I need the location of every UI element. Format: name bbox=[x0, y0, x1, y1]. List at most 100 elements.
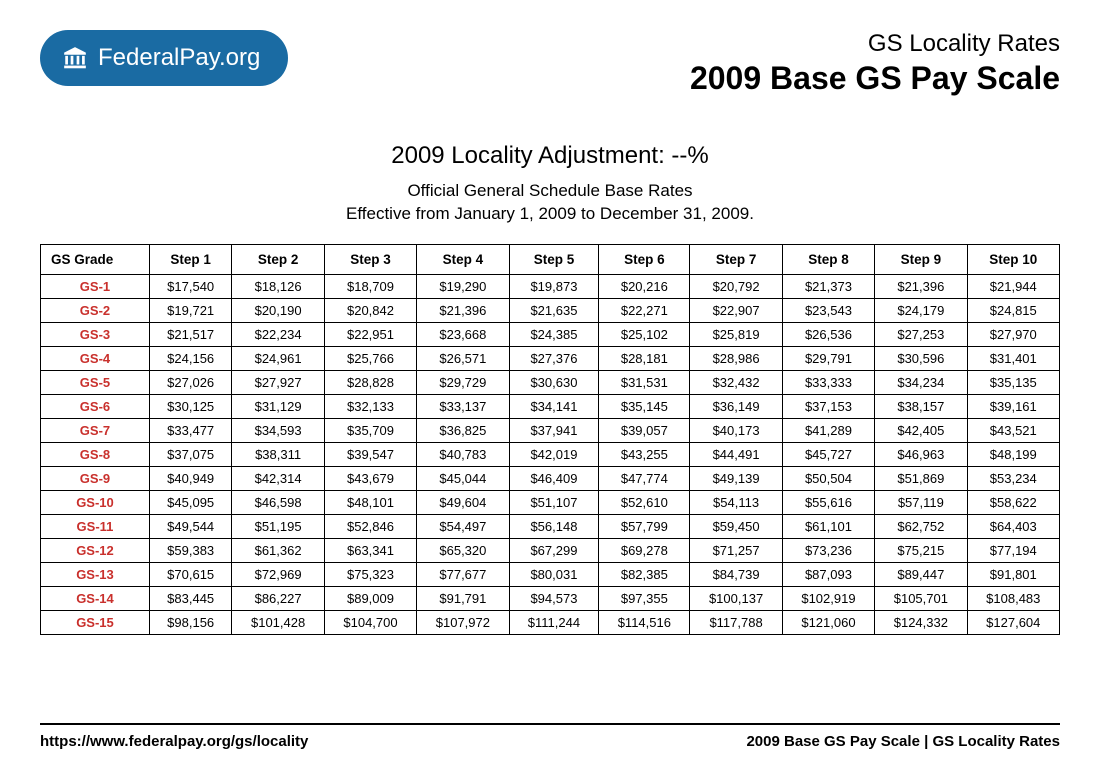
grade-cell: GS-12 bbox=[41, 538, 150, 562]
pay-cell: $114,516 bbox=[599, 610, 690, 634]
col-step-9: Step 9 bbox=[875, 244, 967, 274]
pay-cell: $40,783 bbox=[417, 442, 509, 466]
pay-cell: $84,739 bbox=[690, 562, 782, 586]
pay-cell: $34,234 bbox=[875, 370, 967, 394]
pay-cell: $42,314 bbox=[232, 466, 324, 490]
pay-cell: $58,622 bbox=[967, 490, 1059, 514]
pay-cell: $49,139 bbox=[690, 466, 782, 490]
pay-cell: $47,774 bbox=[599, 466, 690, 490]
pay-cell: $19,290 bbox=[417, 274, 509, 298]
pay-cell: $34,593 bbox=[232, 418, 324, 442]
pay-cell: $43,255 bbox=[599, 442, 690, 466]
pay-cell: $61,101 bbox=[782, 514, 874, 538]
pay-cell: $22,951 bbox=[324, 322, 416, 346]
pay-cell: $57,119 bbox=[875, 490, 967, 514]
header-title: 2009 Base GS Pay Scale bbox=[690, 60, 1060, 97]
pay-cell: $45,095 bbox=[149, 490, 231, 514]
pay-cell: $30,596 bbox=[875, 346, 967, 370]
grade-cell: GS-9 bbox=[41, 466, 150, 490]
subtitle-block: 2009 Locality Adjustment: --% Official G… bbox=[40, 142, 1060, 226]
pay-cell: $35,709 bbox=[324, 418, 416, 442]
header-row: GS GradeStep 1Step 2Step 3Step 4Step 5St… bbox=[41, 244, 1060, 274]
pay-cell: $65,320 bbox=[417, 538, 509, 562]
pay-cell: $77,677 bbox=[417, 562, 509, 586]
grade-cell: GS-4 bbox=[41, 346, 150, 370]
pay-cell: $23,668 bbox=[417, 322, 509, 346]
pay-cell: $67,299 bbox=[509, 538, 599, 562]
pay-cell: $21,396 bbox=[417, 298, 509, 322]
pay-cell: $97,355 bbox=[599, 586, 690, 610]
pay-cell: $32,432 bbox=[690, 370, 782, 394]
pay-cell: $24,815 bbox=[967, 298, 1059, 322]
page-footer: https://www.federalpay.org/gs/locality 2… bbox=[40, 723, 1060, 750]
pay-cell: $91,791 bbox=[417, 586, 509, 610]
grade-cell: GS-11 bbox=[41, 514, 150, 538]
pay-cell: $52,846 bbox=[324, 514, 416, 538]
table-row: GS-9$40,949$42,314$43,679$45,044$46,409$… bbox=[41, 466, 1060, 490]
col-step-5: Step 5 bbox=[509, 244, 599, 274]
table-row: GS-5$27,026$27,927$28,828$29,729$30,630$… bbox=[41, 370, 1060, 394]
pay-cell: $124,332 bbox=[875, 610, 967, 634]
pay-cell: $62,752 bbox=[875, 514, 967, 538]
pay-cell: $19,873 bbox=[509, 274, 599, 298]
table-row: GS-6$30,125$31,129$32,133$33,137$34,141$… bbox=[41, 394, 1060, 418]
pay-cell: $45,727 bbox=[782, 442, 874, 466]
pay-cell: $30,125 bbox=[149, 394, 231, 418]
pay-cell: $31,401 bbox=[967, 346, 1059, 370]
col-step-6: Step 6 bbox=[599, 244, 690, 274]
pay-cell: $30,630 bbox=[509, 370, 599, 394]
pay-cell: $21,396 bbox=[875, 274, 967, 298]
table-row: GS-7$33,477$34,593$35,709$36,825$37,941$… bbox=[41, 418, 1060, 442]
pay-cell: $89,447 bbox=[875, 562, 967, 586]
pay-cell: $39,057 bbox=[599, 418, 690, 442]
table-head: GS GradeStep 1Step 2Step 3Step 4Step 5St… bbox=[41, 244, 1060, 274]
pay-cell: $25,766 bbox=[324, 346, 416, 370]
pay-cell: $64,403 bbox=[967, 514, 1059, 538]
header-subtitle: GS Locality Rates bbox=[690, 30, 1060, 58]
pay-cell: $19,721 bbox=[149, 298, 231, 322]
table-row: GS-10$45,095$46,598$48,101$49,604$51,107… bbox=[41, 490, 1060, 514]
pay-cell: $51,107 bbox=[509, 490, 599, 514]
pay-cell: $20,190 bbox=[232, 298, 324, 322]
pay-cell: $33,477 bbox=[149, 418, 231, 442]
pay-cell: $55,616 bbox=[782, 490, 874, 514]
pay-cell: $72,969 bbox=[232, 562, 324, 586]
pay-cell: $35,145 bbox=[599, 394, 690, 418]
col-step-2: Step 2 bbox=[232, 244, 324, 274]
pay-cell: $121,060 bbox=[782, 610, 874, 634]
bank-icon bbox=[62, 45, 88, 71]
pay-cell: $37,941 bbox=[509, 418, 599, 442]
col-step-3: Step 3 bbox=[324, 244, 416, 274]
grade-cell: GS-5 bbox=[41, 370, 150, 394]
pay-cell: $69,278 bbox=[599, 538, 690, 562]
pay-cell: $44,491 bbox=[690, 442, 782, 466]
pay-cell: $22,234 bbox=[232, 322, 324, 346]
pay-cell: $98,156 bbox=[149, 610, 231, 634]
pay-cell: $33,137 bbox=[417, 394, 509, 418]
pay-cell: $27,927 bbox=[232, 370, 324, 394]
pay-cell: $27,970 bbox=[967, 322, 1059, 346]
pay-cell: $21,517 bbox=[149, 322, 231, 346]
pay-cell: $54,497 bbox=[417, 514, 509, 538]
pay-cell: $108,483 bbox=[967, 586, 1059, 610]
pay-cell: $20,842 bbox=[324, 298, 416, 322]
pay-cell: $37,153 bbox=[782, 394, 874, 418]
pay-cell: $104,700 bbox=[324, 610, 416, 634]
pay-cell: $89,009 bbox=[324, 586, 416, 610]
grade-cell: GS-6 bbox=[41, 394, 150, 418]
table-row: GS-2$19,721$20,190$20,842$21,396$21,635$… bbox=[41, 298, 1060, 322]
pay-cell: $34,141 bbox=[509, 394, 599, 418]
pay-cell: $49,604 bbox=[417, 490, 509, 514]
pay-cell: $51,195 bbox=[232, 514, 324, 538]
pay-cell: $17,540 bbox=[149, 274, 231, 298]
grade-cell: GS-10 bbox=[41, 490, 150, 514]
footer-url: https://www.federalpay.org/gs/locality bbox=[40, 733, 308, 750]
pay-cell: $127,604 bbox=[967, 610, 1059, 634]
col-grade: GS Grade bbox=[41, 244, 150, 274]
pay-cell: $40,173 bbox=[690, 418, 782, 442]
grade-cell: GS-8 bbox=[41, 442, 150, 466]
pay-cell: $32,133 bbox=[324, 394, 416, 418]
pay-cell: $22,907 bbox=[690, 298, 782, 322]
pay-cell: $46,409 bbox=[509, 466, 599, 490]
pay-cell: $27,376 bbox=[509, 346, 599, 370]
